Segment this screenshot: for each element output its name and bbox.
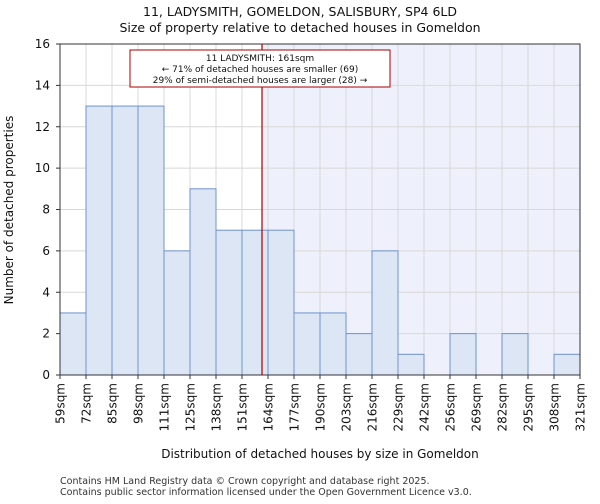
histogram-bar [345,333,373,376]
x-tick-label: 125sqm [184,383,198,431]
histogram-bar [267,229,295,376]
y-tick-label: 6 [42,244,50,258]
annotation-label: 11 LADYSMITH: 161sqm [206,54,314,64]
x-tick-label: 269sqm [470,383,484,431]
x-tick-label: 242sqm [418,383,432,431]
histogram-bar [85,105,113,376]
annotation-larger: 29% of semi-detached houses are larger (… [153,76,368,86]
histogram-bar [215,229,243,376]
histogram-bar [371,250,399,376]
x-tick-label: 203sqm [340,383,354,431]
x-tick-label: 190sqm [314,383,328,431]
histogram-bar [319,312,347,376]
y-tick-label: 4 [42,285,50,299]
y-tick-label: 2 [42,327,50,341]
y-tick-label: 0 [42,368,50,382]
footer-line-1: Contains HM Land Registry data © Crown c… [60,476,430,487]
histogram-bar [293,312,321,376]
x-tick-label: 151sqm [236,383,250,431]
x-tick-label: 229sqm [392,383,406,431]
annotation-smaller: ← 71% of detached houses are smaller (69… [162,65,359,75]
histogram-bar [189,188,217,376]
y-axis-label: Number of detached properties [2,116,16,305]
histogram-bar [397,353,425,376]
x-tick-label: 72sqm [80,383,94,424]
chart-subtitle: Size of property relative to detached ho… [119,20,480,35]
x-tick-label: 295sqm [522,383,536,431]
histogram-bar [553,353,581,376]
histogram-bar [163,250,191,376]
y-tick-label: 10 [35,161,50,175]
histogram-bar [241,229,269,376]
x-tick-label: 164sqm [262,383,276,431]
y-tick-label: 12 [35,120,50,134]
histogram-bar [137,105,165,376]
x-axis-label: Distribution of detached houses by size … [161,447,479,461]
histogram-bar [449,333,477,376]
x-tick-label: 85sqm [106,383,120,424]
x-tick-label: 216sqm [366,383,380,431]
y-tick-label: 16 [35,37,50,51]
y-tick-label: 14 [35,78,50,92]
x-tick-label: 282sqm [496,383,510,431]
histogram-bar [501,333,529,376]
bars [59,105,581,376]
annotation-box [129,49,391,88]
x-tick-label: 177sqm [288,383,302,431]
x-tick-label: 308sqm [548,383,562,431]
x-tick-label: 111sqm [158,383,172,431]
x-tick-label: 59sqm [54,383,68,424]
x-tick-label: 256sqm [444,383,458,431]
x-tick-label: 321sqm [574,383,588,431]
x-tick-label: 98sqm [132,383,146,424]
y-tick-label: 8 [42,203,50,217]
x-axis-ticks: 59sqm 72sqm 85sqm 98sqm 111sqm 125sqm 138sqm 15… [54,375,588,431]
x-tick-label: 138sqm [210,383,224,431]
marker-annotation: 11 LADYSMITH: 161sqm ← 71% of detached h… [129,49,391,88]
chart-title: 11, LADYSMITH, GOMELDON, SALISBURY, SP4 … [143,4,457,19]
y-axis-ticks: 0 2 4 6 8 10 12 14 16 [35,37,60,382]
histogram-bar [59,312,87,376]
histogram-bar [111,105,139,376]
footer-line-2: Contains public sector information licen… [60,487,472,498]
